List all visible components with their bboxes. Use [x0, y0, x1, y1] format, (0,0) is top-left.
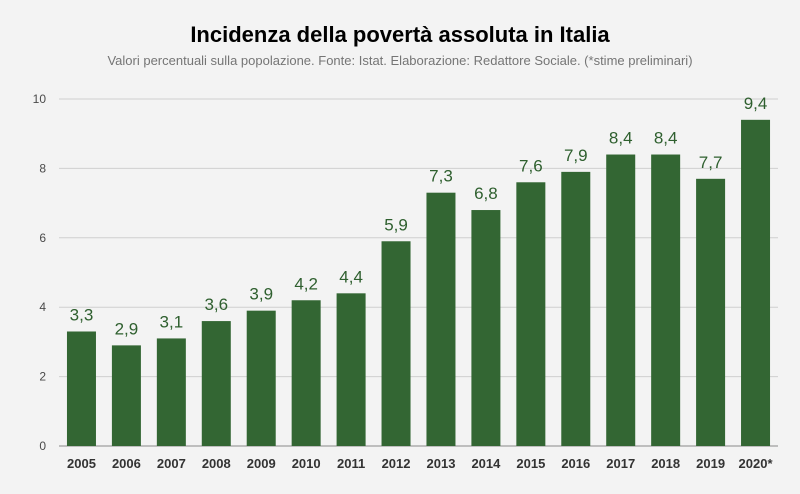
data-label: 4,2 [294, 274, 318, 293]
bar [246, 310, 276, 446]
x-tick-label: 2011 [337, 456, 365, 471]
bar [741, 119, 771, 446]
data-label: 2,9 [115, 319, 139, 338]
bar [291, 300, 321, 446]
x-axis: 2005 2006 2007 2008 2009 2010 2011 2012 2013 2014… [67, 456, 773, 471]
x-tick-label: 2007 [157, 456, 186, 471]
x-tick-label: 2012 [382, 456, 411, 471]
y-tick-label: 0 [39, 439, 46, 453]
x-tick-label: 2018 [651, 456, 680, 471]
data-label: 7,6 [519, 156, 543, 175]
data-label: 3,6 [204, 295, 228, 314]
x-tick-label: 2006 [112, 456, 141, 471]
y-axis: 0 2 4 6 8 10 [33, 92, 47, 453]
data-label: 8,4 [654, 129, 678, 148]
x-tick-label: 2005 [67, 456, 96, 471]
data-label: 9,4 [744, 94, 768, 113]
data-label: 5,9 [384, 215, 408, 234]
data-label: 7,7 [699, 153, 723, 172]
x-tick-label: 2019 [696, 456, 725, 471]
chart-subtitle: Valori percentuali sulla popolazione. Fo… [107, 53, 693, 68]
bar [201, 321, 231, 446]
bar [426, 192, 456, 446]
bar [696, 178, 726, 446]
data-label: 3,9 [249, 285, 273, 304]
bar [111, 345, 141, 446]
bar [381, 241, 411, 446]
chart-title: Incidenza della povertà assoluta in Ital… [190, 22, 610, 47]
data-label: 7,3 [429, 167, 453, 186]
data-label: 6,8 [474, 184, 498, 203]
x-tick-label: 2016 [561, 456, 590, 471]
data-label: 7,9 [564, 146, 588, 165]
bar [66, 331, 96, 446]
y-tick-label: 8 [39, 161, 46, 175]
y-tick-label: 6 [39, 231, 46, 245]
bar [336, 293, 366, 446]
data-label: 3,3 [70, 305, 94, 324]
y-tick-label: 4 [39, 300, 46, 314]
bar [471, 210, 501, 446]
y-tick-label: 2 [39, 370, 46, 384]
x-tick-label: 2008 [202, 456, 231, 471]
bar [156, 338, 186, 446]
bar [516, 182, 546, 446]
bar [606, 154, 636, 446]
bars [66, 119, 771, 446]
data-label: 3,1 [160, 312, 184, 331]
x-tick-label: 2013 [427, 456, 456, 471]
x-tick-label: 2009 [247, 456, 276, 471]
x-tick-label: 2010 [292, 456, 321, 471]
x-tick-label: 2014 [471, 456, 501, 471]
x-tick-label: 2020* [739, 456, 774, 471]
bar [561, 171, 591, 446]
data-label: 4,4 [339, 267, 363, 286]
y-tick-label: 10 [33, 92, 47, 106]
x-tick-label: 2017 [606, 456, 635, 471]
bar [651, 154, 681, 446]
data-labels: 3,3 2,9 3,1 3,6 3,9 4,2 4,4 5,9 7,3 6,8 7,6 7,9 8,4 8… [70, 94, 768, 339]
x-tick-label: 2015 [516, 456, 545, 471]
data-label: 8,4 [609, 129, 633, 148]
